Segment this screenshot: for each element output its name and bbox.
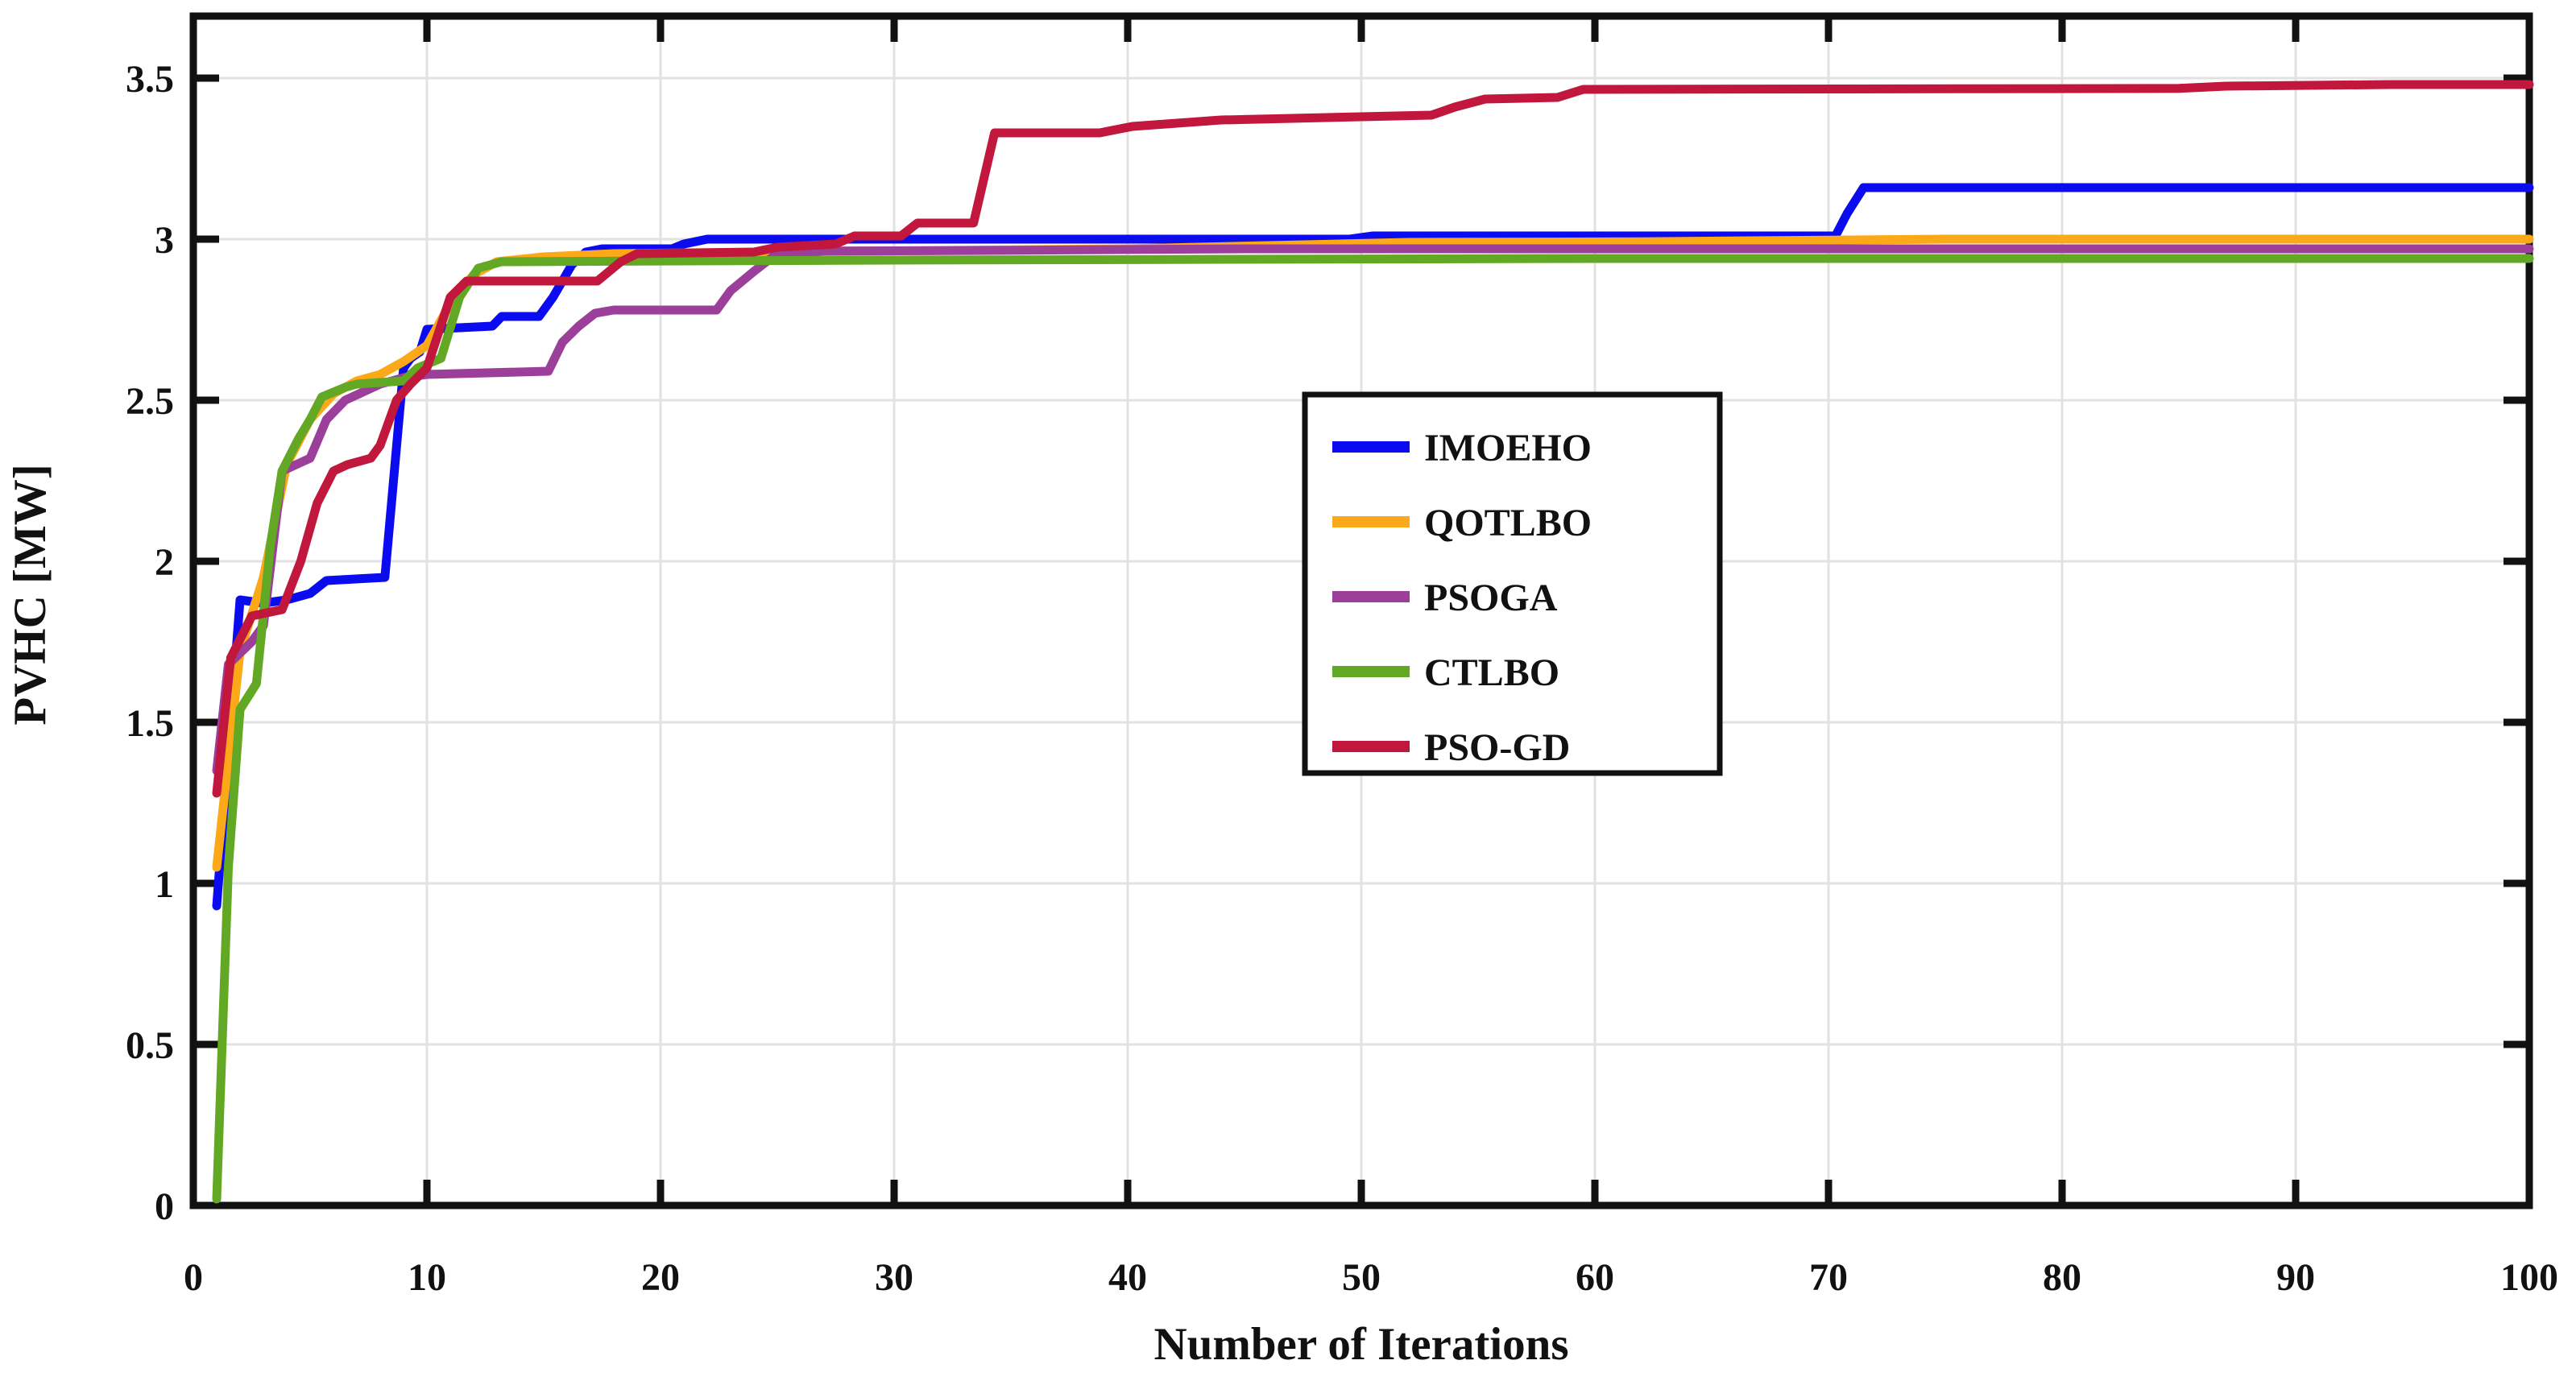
y-tick-label: 0 — [155, 1185, 174, 1228]
series-line-CTLBO — [212, 254, 2534, 1204]
x-tick-label: 40 — [1108, 1256, 1147, 1299]
legend-label-CTLBO: CTLBO — [1424, 651, 1559, 694]
legend-label-QOTLBO: QOTLBO — [1424, 502, 1592, 544]
y-tick-label: 3.5 — [126, 58, 174, 101]
series-line-IMOEHO — [212, 183, 2534, 911]
x-tick-label: 30 — [875, 1256, 913, 1299]
x-tick-label: 60 — [1576, 1256, 1614, 1299]
x-axis-title: Number of Iterations — [1153, 1319, 1568, 1370]
y-tick-label: 2.5 — [126, 380, 174, 423]
x-tick-label: 100 — [2500, 1256, 2558, 1299]
x-tick-label: 50 — [1342, 1256, 1381, 1299]
y-tick-label: 1 — [155, 863, 174, 906]
x-tick-label: 20 — [641, 1256, 680, 1299]
y-tick-label: 3 — [155, 219, 174, 262]
legend-label-IMOEHO: IMOEHO — [1424, 427, 1592, 469]
y-tick-label: 1.5 — [126, 702, 174, 745]
legend-label-PSO-GD: PSO-GD — [1424, 726, 1570, 769]
y-axis-title: PVHC [MW] — [5, 464, 56, 726]
y-tick-label: 0.5 — [126, 1024, 174, 1067]
x-tick-label: 90 — [2276, 1256, 2315, 1299]
x-tick-label: 80 — [2043, 1256, 2081, 1299]
series-line-PSO-GD — [212, 80, 2534, 798]
legend-box — [1302, 391, 1723, 776]
x-tick-label: 70 — [1809, 1256, 1848, 1299]
x-tick-label: 0 — [184, 1256, 203, 1299]
x-tick-label: 10 — [408, 1256, 446, 1299]
y-tick-label: 2 — [155, 541, 174, 584]
legend-label-PSOGA: PSOGA — [1424, 577, 1558, 619]
